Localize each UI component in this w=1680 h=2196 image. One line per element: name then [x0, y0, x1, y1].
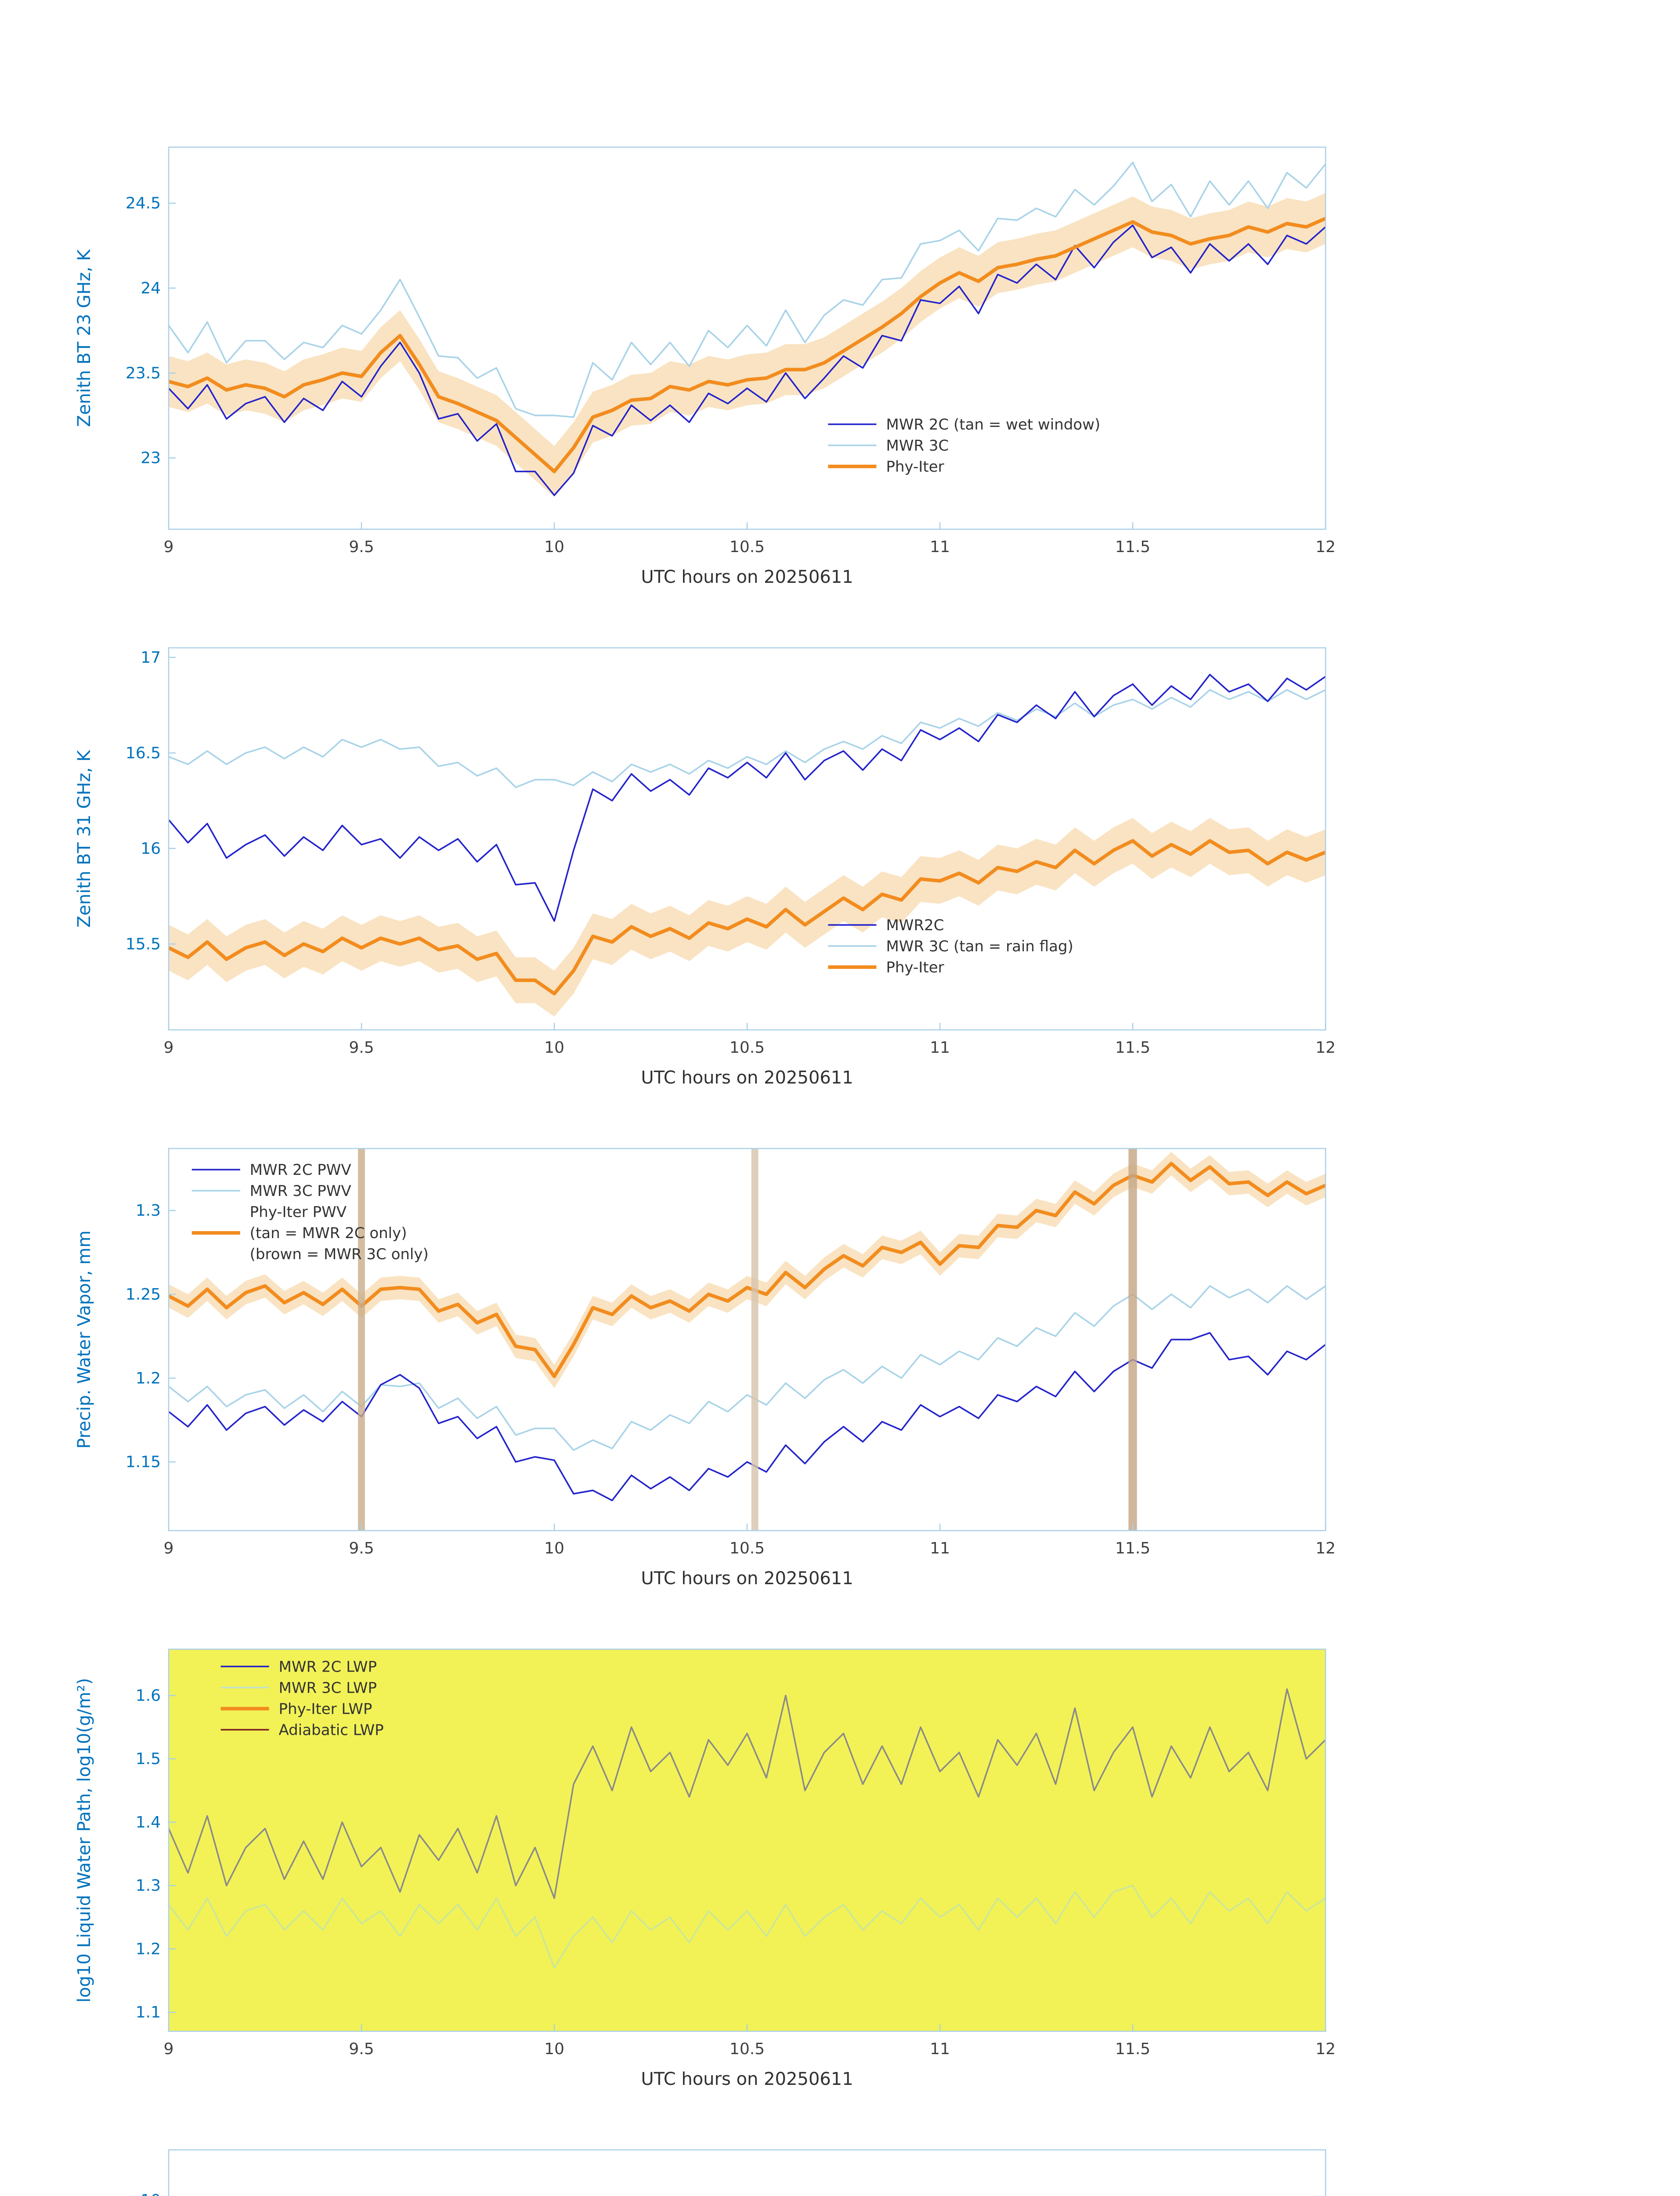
- x-tick-label: 11.5: [1115, 538, 1150, 556]
- x-tick-label: 11.5: [1115, 1539, 1150, 1557]
- flag-bar-0: [358, 1149, 365, 1531]
- x-tick-label: 11: [930, 538, 950, 556]
- y-axis-label: Zenith BT 23 GHz, K: [74, 249, 94, 427]
- y-tick-label: 17: [141, 649, 161, 667]
- y-tick-label: 1.2: [136, 1369, 161, 1387]
- legend-label: (tan = MWR 2C only): [250, 1224, 407, 1242]
- x-tick-label: 9: [164, 1539, 174, 1557]
- x-axis-label: UTC hours on 20250611: [641, 567, 853, 587]
- chart-panel-pwv: 9 9.5 10 10.5 11 11.5 12 1.15 1.2 1.25 1.3 Precip. …: [0, 1131, 1680, 1632]
- x-tick-label: 10: [544, 2040, 564, 2058]
- x-axis-label: UTC hours on 20250611: [641, 1068, 853, 1088]
- bt31-chart-canvas: 9 9.5 10 10.5 11 11.5 12 15.5 16 16.5 17 Zenith BT …: [74, 647, 1336, 1088]
- legend-label: MWR2C: [886, 917, 944, 934]
- lwp-green-line: [168, 1885, 1326, 1969]
- y-tick-label: 15.5: [126, 935, 161, 953]
- y-tick-label: 23.5: [126, 364, 161, 382]
- y-tick-label: 16.5: [126, 744, 161, 762]
- x-tick-label: 12: [1315, 2040, 1336, 2058]
- x-tick-label: 10.5: [730, 2040, 765, 2058]
- x-tick-label: 9.5: [349, 1039, 374, 1057]
- y-tick-label: 1.3: [136, 1877, 161, 1895]
- x-tick-label: 10: [544, 1039, 564, 1057]
- x-tick-label: 12: [1315, 538, 1336, 556]
- mwr-2c-bt31: [168, 674, 1326, 922]
- phy-iter-bt23: [168, 217, 1326, 473]
- x-tick-label: 11: [930, 1539, 950, 1557]
- x-tick-label: 9: [164, 2040, 174, 2058]
- legend-label: (brown = MWR 3C only): [250, 1246, 429, 1263]
- axes-box: [168, 2149, 1326, 2196]
- mwr-3c-bt31: [168, 689, 1326, 788]
- chart-panel-lwp: 9 9.5 10 10.5 11 11.5 12 1.1 1.2 1.3 1.4 1.5 1.6 log1…: [0, 1632, 1680, 2132]
- legend-label: Phy-Iter PWV: [250, 1203, 347, 1221]
- pwv-chart-canvas: 9 9.5 10 10.5 11 11.5 12 1.15 1.2 1.25 1.3 Precip. …: [74, 1148, 1336, 1589]
- y-tick-label: 1.6: [136, 1687, 161, 1705]
- x-tick-label: 9.5: [349, 1539, 374, 1557]
- x-tick-label: 10: [544, 538, 564, 556]
- y-tick-label: 1.25: [126, 1286, 161, 1304]
- x-tick-label: 11: [930, 2040, 950, 2058]
- phy-iter-bt31-band: [169, 818, 1326, 1017]
- x-tick-label: 12: [1315, 1539, 1336, 1557]
- x-tick-label: 11.5: [1115, 2040, 1150, 2058]
- legend-label: MWR 3C (tan = rain flag): [886, 938, 1073, 955]
- axes-box: [168, 146, 1326, 530]
- legend-label: MWR 3C LWP: [279, 1679, 377, 1697]
- y-tick-label: 24: [141, 279, 161, 297]
- x-tick-label: 10.5: [730, 1039, 765, 1057]
- flag-bar-2: [1128, 1149, 1137, 1531]
- x-tick-label: 9: [164, 1039, 174, 1057]
- y-tick-label: 1.15: [126, 1453, 161, 1471]
- lwp-chart-canvas: 9 9.5 10 10.5 11 11.5 12 1.1 1.2 1.3 1.4 1.5 1.6 log1…: [74, 1648, 1336, 2089]
- y-axis-label: log10 Liquid Water Path, log10(g/m²): [74, 1678, 94, 2002]
- mwr-2c-pwv: [168, 1332, 1326, 1502]
- x-tick-label: 9.5: [349, 2040, 374, 2058]
- phy-iter-bt23-band: [169, 193, 1326, 497]
- legend-label: Phy-Iter: [886, 959, 944, 976]
- legend-label: Phy-Iter: [886, 458, 944, 476]
- chart-panel-bt23: 9 9.5 10 10.5 11 11.5 12 23 23.5 24 24.5 Zenith BT …: [0, 130, 1680, 630]
- lwp-gray-line: [168, 1688, 1326, 1899]
- y-axis-label: Zenith BT 31 GHz, K: [74, 749, 94, 928]
- flag-bar-1: [751, 1149, 759, 1531]
- x-tick-label: 11.5: [1115, 1039, 1150, 1057]
- plot-background: [169, 1649, 1326, 2031]
- legend-label: MWR 3C PWV: [250, 1182, 351, 1200]
- legend-label: MWR 2C PWV: [250, 1161, 351, 1179]
- y-tick-label: 1.2: [136, 1940, 161, 1958]
- chart-panel-bt31: 9 9.5 10 10.5 11 11.5 12 15.5 16 16.5 17 Zenith BT …: [0, 630, 1680, 1131]
- legend-label: MWR 2C (tan = wet window): [886, 416, 1100, 433]
- y-tick-label: 16: [141, 840, 161, 858]
- legend-label: Adiabatic LWP: [279, 1721, 384, 1739]
- x-axis-label: UTC hours on 20250611: [641, 2069, 853, 2089]
- y-tick-label: 23: [141, 449, 161, 467]
- x-tick-label: 10: [544, 1539, 564, 1557]
- y-tick-label: 1.1: [136, 2004, 161, 2022]
- x-tick-label: 10.5: [730, 538, 765, 556]
- bt23-chart-canvas: 9 9.5 10 10.5 11 11.5 12 23 23.5 24 24.5 Zenith BT …: [74, 146, 1336, 587]
- legend-label: MWR 2C LWP: [279, 1658, 377, 1676]
- x-tick-label: 9.5: [349, 538, 374, 556]
- legend-label: Phy-Iter LWP: [279, 1700, 372, 1718]
- x-axis-label: UTC hours on 20250611: [641, 1568, 853, 1589]
- phy-iter-bt31: [168, 839, 1326, 996]
- x-tick-label: 10.5: [730, 1539, 765, 1557]
- mwr-2c-bt23: [168, 224, 1326, 496]
- legend-label: MWR 3C: [886, 437, 949, 455]
- y-tick-label: 10: [141, 2192, 161, 2196]
- y-tick-label: 1.4: [136, 1813, 161, 1831]
- x-tick-label: 11: [930, 1039, 950, 1057]
- y-tick-label: 1.3: [136, 1202, 161, 1220]
- mwr-3c-bt23: [168, 162, 1326, 418]
- x-tick-label: 12: [1315, 1039, 1336, 1057]
- y-tick-label: 1.5: [136, 1750, 161, 1768]
- y-axis-label: Precip. Water Vapor, mm: [74, 1231, 94, 1449]
- y-tick-label: 24.5: [126, 195, 161, 213]
- x-tick-label: 9: [164, 538, 174, 556]
